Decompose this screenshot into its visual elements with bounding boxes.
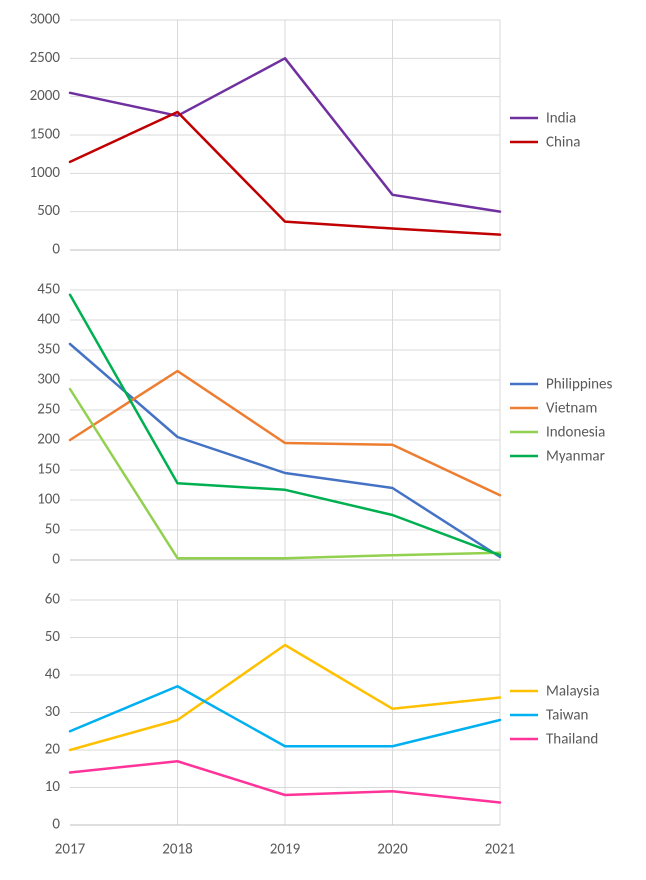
legend-label: Malaysia [546,683,600,701]
y-tick-label: 1000 [30,164,61,182]
x-tick-label: 2017 [55,841,86,859]
y-tick-label: 2500 [30,49,61,67]
y-tick-label: 1500 [30,126,61,144]
y-tick-label: 10 [45,778,61,796]
y-tick-label: 30 [45,703,61,721]
legend-label: Philippines [546,376,613,394]
y-tick-label: 400 [37,311,60,329]
y-tick-label: 100 [37,491,60,509]
y-tick-label: 50 [45,628,61,646]
y-tick-label: 450 [37,281,60,299]
y-tick-label: 350 [37,341,60,359]
legend-label: China [546,134,580,152]
y-tick-label: 50 [45,521,61,539]
y-tick-label: 500 [37,202,60,220]
x-tick-label: 2018 [162,841,192,859]
x-tick-label: 2019 [270,841,301,859]
legend-label: Taiwan [546,707,588,725]
legend-label: Vietnam [546,400,597,418]
y-tick-label: 60 [45,591,61,609]
y-tick-label: 0 [52,551,60,569]
y-tick-label: 0 [52,241,60,259]
legend-label: Indonesia [546,424,605,442]
x-tick-label: 2021 [485,841,515,859]
y-tick-label: 300 [37,371,60,389]
chart-svg: 050010001500200025003000IndiaChina050100… [0,0,646,880]
y-tick-label: 2000 [30,87,61,105]
y-tick-label: 40 [45,666,61,684]
y-tick-label: 0 [52,816,60,834]
legend-label: Thailand [546,731,598,749]
y-tick-label: 150 [37,461,60,479]
y-tick-label: 250 [37,401,60,419]
y-tick-label: 3000 [30,11,61,29]
legend-label: India [546,110,576,128]
legend-label: Myanmar [546,448,605,466]
x-tick-label: 2020 [377,841,408,859]
y-tick-label: 200 [37,431,60,449]
multi-panel-line-chart: 050010001500200025003000IndiaChina050100… [0,0,646,880]
y-tick-label: 20 [45,741,61,759]
